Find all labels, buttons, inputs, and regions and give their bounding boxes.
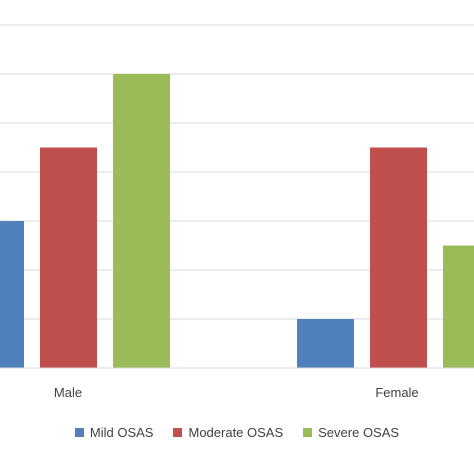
legend-label-moderate: Moderate OSAS <box>188 424 284 440</box>
category-labels: Male Female <box>54 385 419 400</box>
legend: Mild OSAS Moderate OSAS Severe OSAS <box>0 420 474 444</box>
legend-swatch-moderate <box>173 427 183 437</box>
bar-female-severe <box>443 245 474 368</box>
legend-item-moderate: Moderate OSAS <box>173 425 283 440</box>
bar-female-mild <box>297 319 354 368</box>
bar-male-moderate <box>40 147 97 368</box>
bar-female-moderate <box>370 147 427 368</box>
bar-male-severe <box>113 74 170 368</box>
category-label-female: Female <box>375 385 418 400</box>
legend-item-mild: Mild OSAS <box>74 424 154 440</box>
legend-label-mild: Mild OSAS <box>89 424 154 440</box>
bar-male-mild <box>0 221 24 368</box>
legend-swatch-severe <box>303 427 313 437</box>
legend-swatch-mild <box>74 427 84 437</box>
legend-item-severe: Severe OSAS <box>303 425 399 440</box>
category-label-male: Male <box>54 385 82 400</box>
legend-label-severe: Severe OSAS <box>318 424 400 440</box>
bars <box>0 74 474 368</box>
